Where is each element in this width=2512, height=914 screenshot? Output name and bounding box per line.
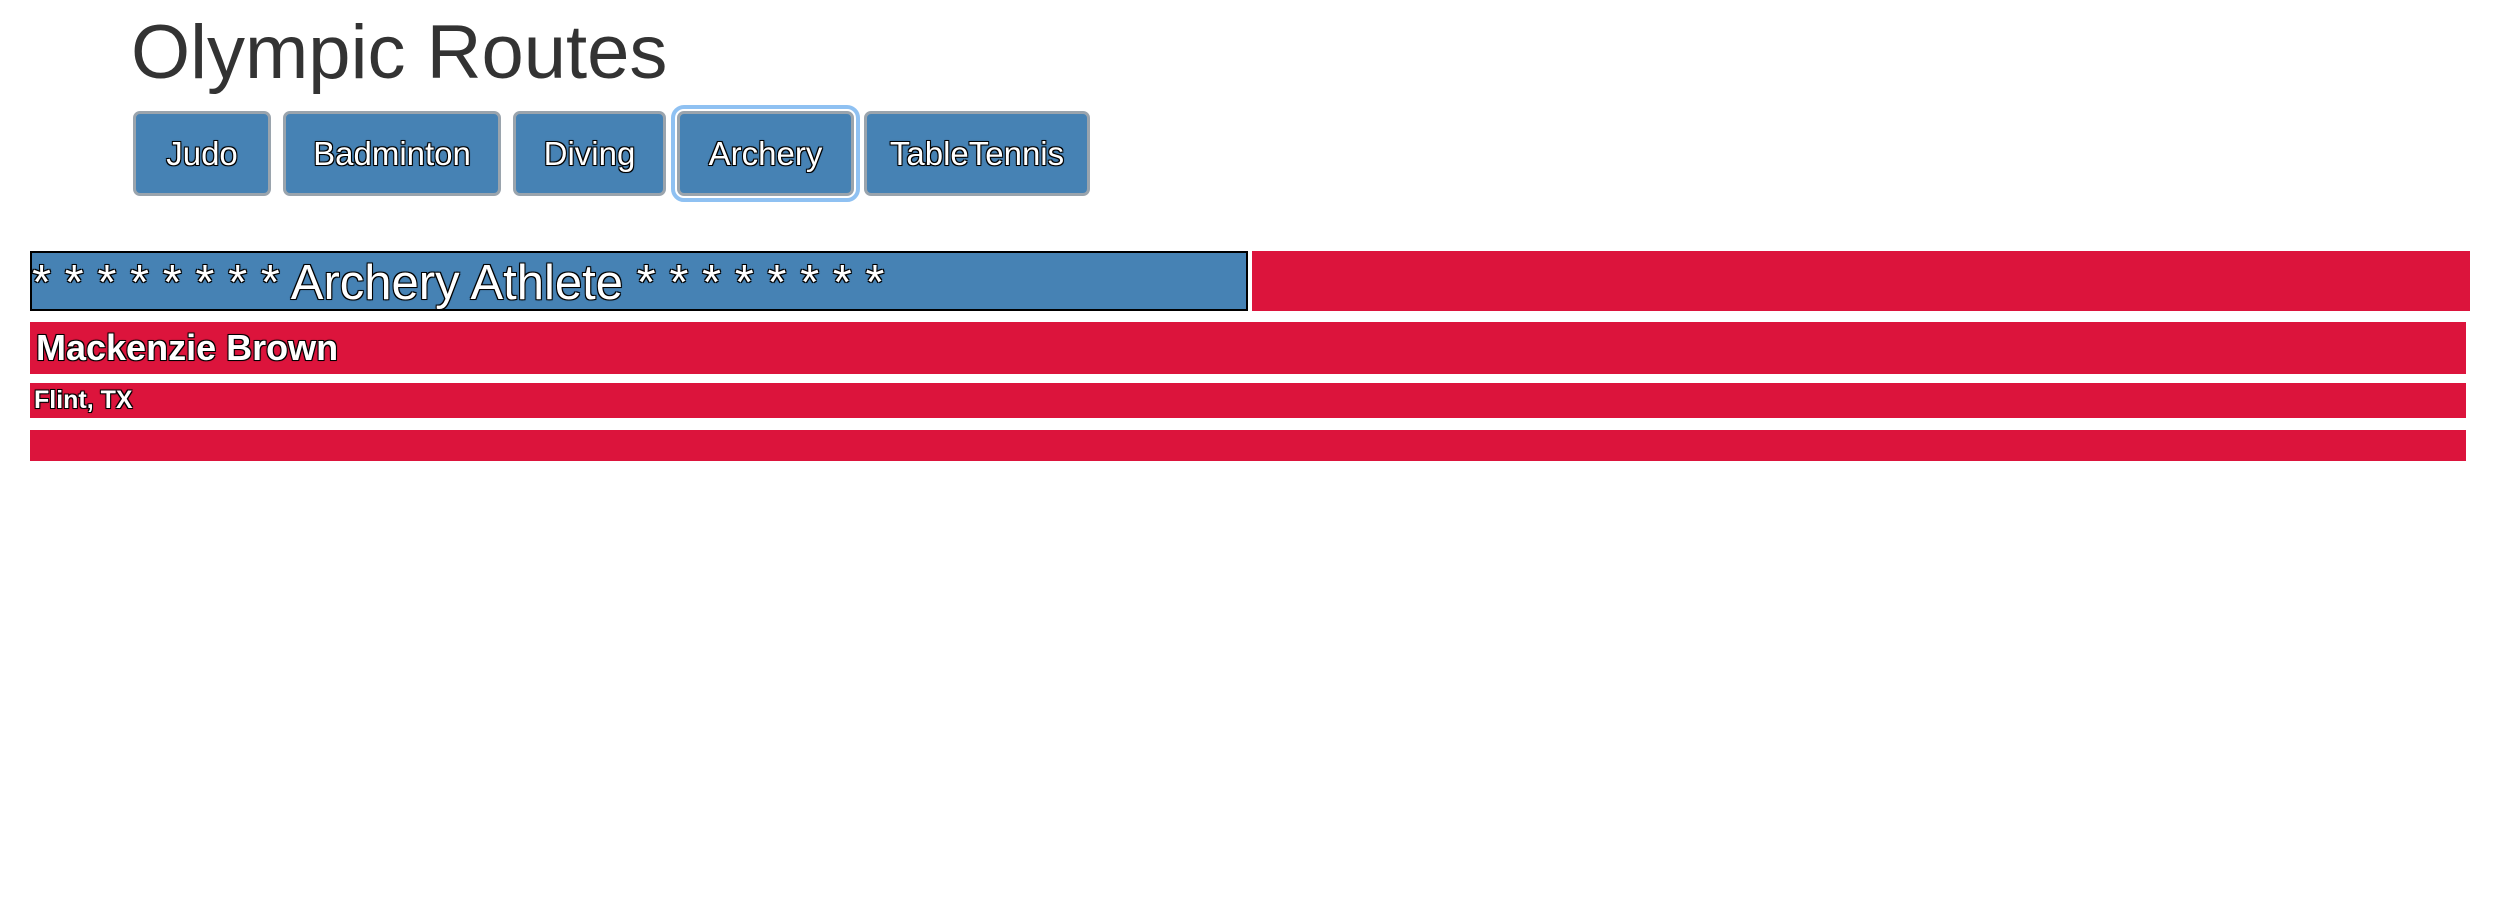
diving-button[interactable]: Diving — [513, 111, 666, 196]
page-title: Olympic Routes — [131, 10, 668, 95]
athlete-card-header: * * * * * * * * Archery Athlete * * * * … — [30, 251, 1248, 311]
archery-button[interactable]: Archery — [671, 105, 860, 202]
tabletennis-button[interactable]: TableTennis — [864, 111, 1090, 196]
judo-button[interactable]: Judo — [133, 111, 271, 196]
athlete-location: Flint, TX — [30, 383, 2466, 418]
athlete-name: Mackenzie Brown — [30, 322, 2466, 374]
athlete-extra-row — [30, 430, 2466, 461]
athlete-card-header-panel — [1252, 251, 2470, 311]
badminton-button[interactable]: Badminton — [283, 111, 501, 196]
